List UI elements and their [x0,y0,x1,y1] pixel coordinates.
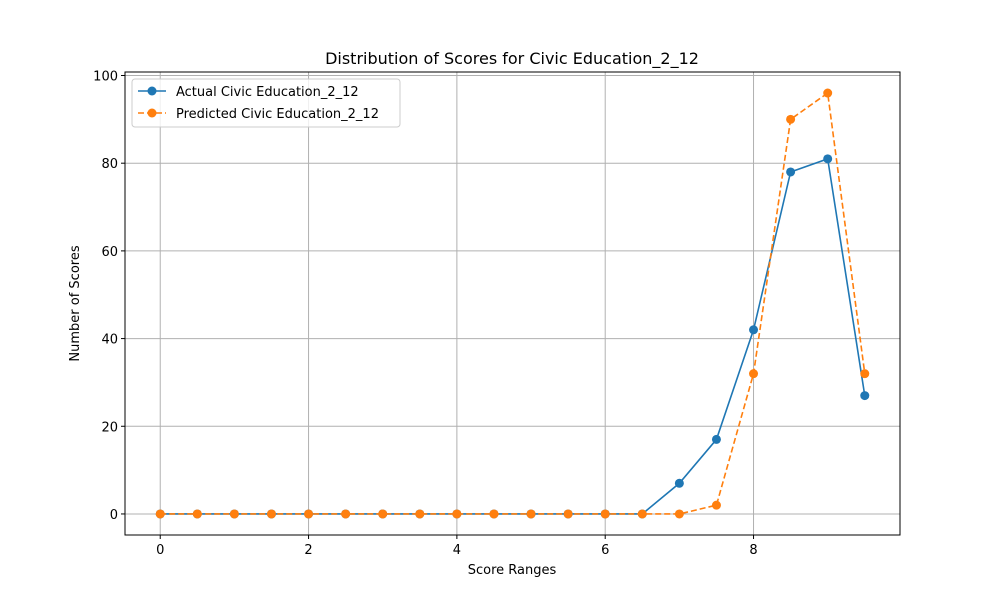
legend-marker-actual [147,86,157,96]
data-point [341,509,351,519]
legend: Actual Civic Education_2_12 Predicted Ci… [131,78,401,128]
data-point [749,325,759,335]
data-point [600,509,610,519]
data-point [674,478,684,488]
legend-label-actual: Actual Civic Education_2_12 [176,85,359,100]
data-point [452,509,462,519]
data-point [860,391,870,401]
y-tick-label: 60 [101,245,118,260]
data-point [489,509,499,519]
data-point [674,509,684,519]
legend-box [131,78,401,128]
x-tick-label: 6 [601,543,609,558]
data-point [526,509,536,519]
y-tick-label: 80 [101,157,118,172]
data-point [378,509,388,519]
chart-title: Distribution of Scores for Civic Educati… [325,49,699,69]
series-actual [155,154,870,519]
data-point [860,369,870,379]
y-axis-label: Number of Scores [68,245,83,361]
data-point [192,509,202,519]
data-point [304,509,314,519]
x-tick-label: 2 [304,543,312,558]
plot-area-frame [124,71,901,536]
series-predicted [155,88,870,519]
x-tick-label: 8 [749,543,757,558]
y-tick-label: 100 [93,70,118,85]
data-point [786,167,796,177]
x-tick-label: 0 [156,543,164,558]
y-tick-label: 0 [110,508,118,523]
data-point [415,509,425,519]
legend-marker-predicted [147,108,157,118]
data-point [711,500,721,510]
series-layer [155,88,870,519]
y-tick-label: 20 [101,420,118,435]
data-point [229,509,239,519]
data-point [637,509,647,519]
data-point [786,114,796,124]
x-tick-label: 4 [453,543,461,558]
x-axis-label: Score Ranges [468,563,557,578]
grid [125,72,900,535]
series-line [160,91,866,515]
legend-label-predicted: Predicted Civic Education_2_12 [176,107,379,122]
data-point [823,154,833,164]
y-tick-label: 40 [101,333,118,348]
data-point [155,509,165,519]
data-point [711,434,721,444]
data-point [823,88,833,98]
data-point [749,369,759,379]
data-point [563,509,573,519]
data-point [266,509,276,519]
